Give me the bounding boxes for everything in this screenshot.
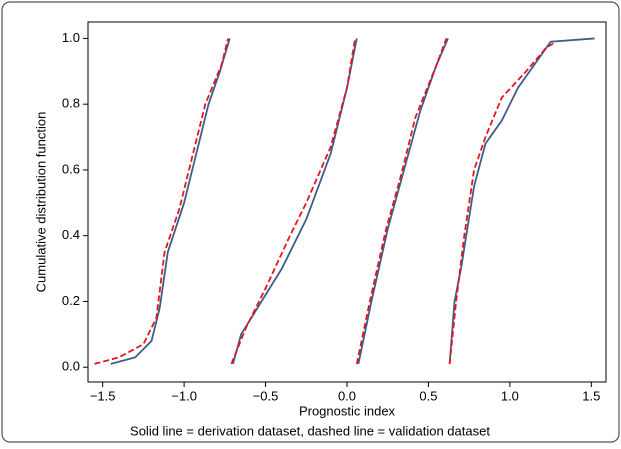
plot-border bbox=[87, 21, 607, 383]
solid-line bbox=[232, 38, 358, 365]
x-tick-label: 1.5 bbox=[582, 388, 600, 403]
dashed-line bbox=[355, 38, 448, 365]
solid-line bbox=[448, 37, 595, 364]
x-tick-label: 0.0 bbox=[338, 388, 356, 403]
dashed-line bbox=[448, 40, 557, 365]
dashed-line bbox=[230, 38, 357, 365]
y-axis-label: Cumulative distribution function bbox=[33, 112, 48, 293]
x-axis-label: Prognostic index bbox=[299, 403, 396, 418]
x-tick-label: 0.5 bbox=[419, 388, 437, 403]
y-tick-label: 0.4 bbox=[62, 227, 80, 242]
solid-line bbox=[357, 38, 449, 365]
y-tick-label: 0.0 bbox=[62, 359, 80, 374]
y-tick-label: 1.0 bbox=[62, 30, 80, 45]
dashed-line bbox=[94, 38, 229, 365]
y-tick-label: 0.6 bbox=[62, 161, 80, 176]
y-tick-label: 0.8 bbox=[62, 96, 80, 111]
solid-line bbox=[110, 38, 231, 365]
caption: Solid line = derivation dataset, dashed … bbox=[130, 423, 490, 438]
x-tick-label: −0.5 bbox=[253, 388, 279, 403]
y-tick-label: 0.2 bbox=[62, 293, 80, 308]
x-tick-label: −1.0 bbox=[171, 388, 197, 403]
x-tick-label: −1.5 bbox=[90, 388, 116, 403]
x-tick-label: 1.0 bbox=[501, 388, 519, 403]
